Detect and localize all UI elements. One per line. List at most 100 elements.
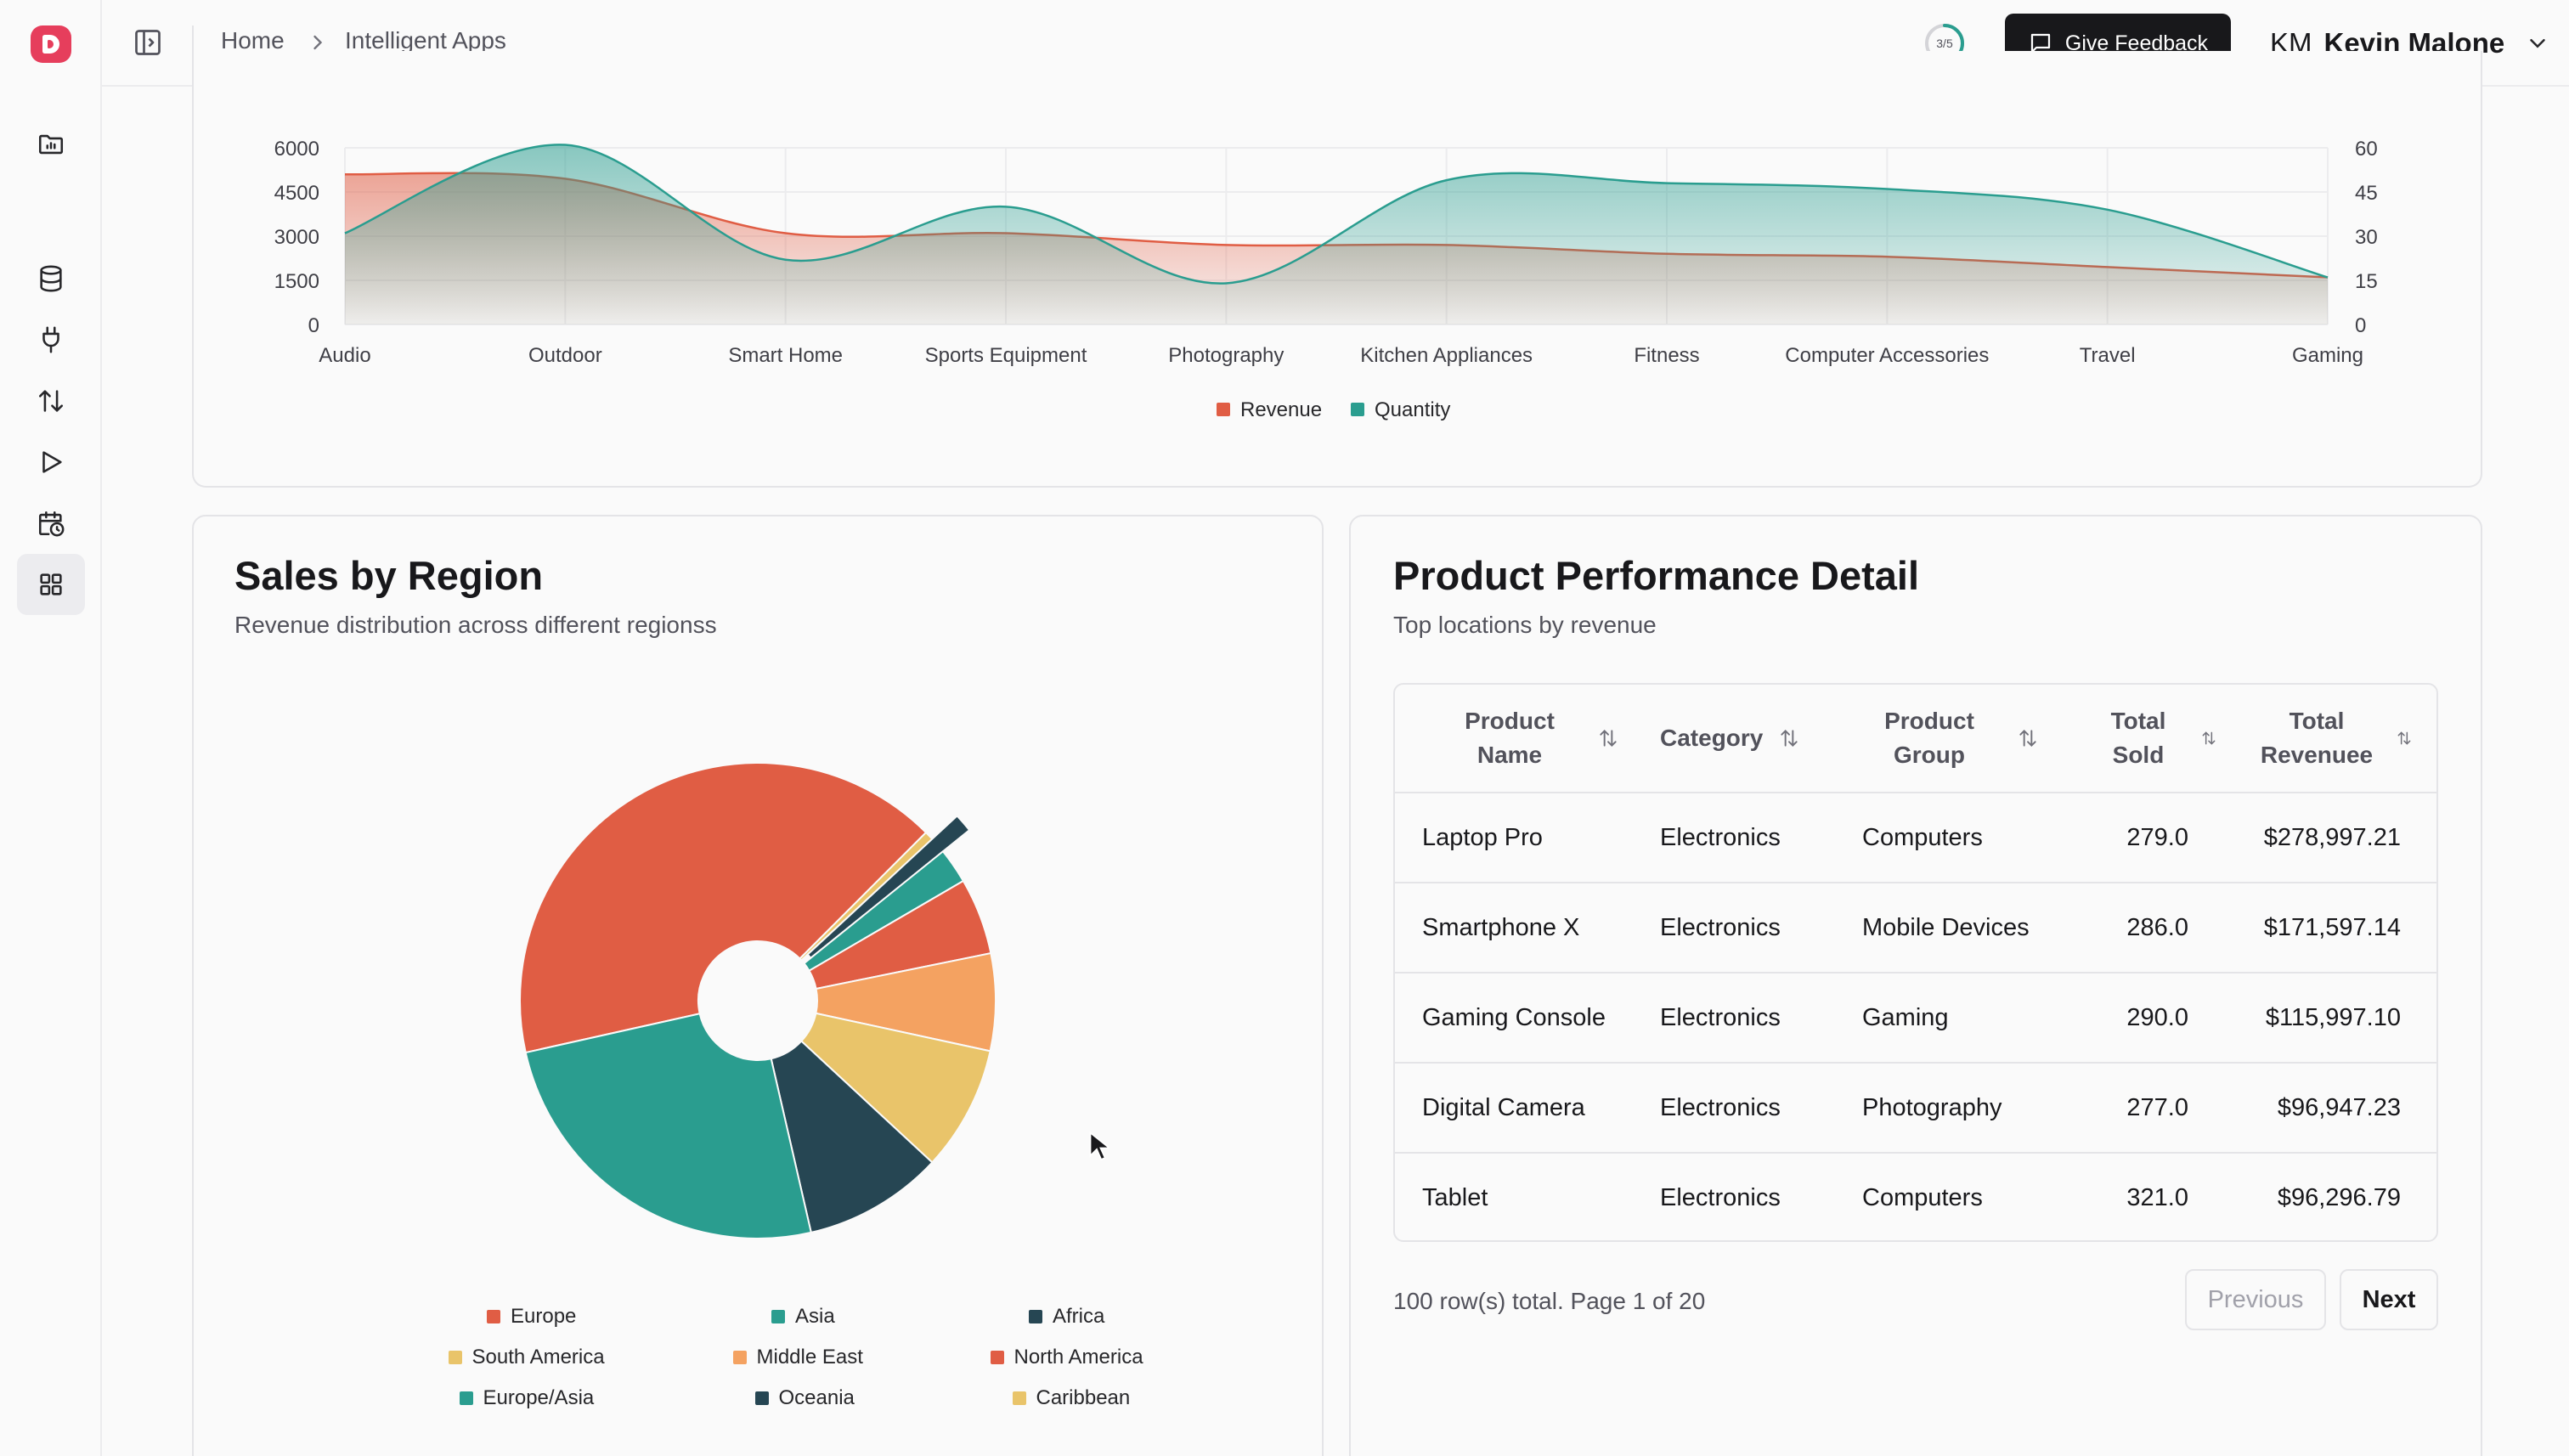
sidebar-toggle-icon[interactable]: [133, 27, 163, 58]
calendar-clock-icon[interactable]: [17, 493, 85, 554]
table-cell: $278,997.21: [2263, 824, 2401, 851]
y-tick-left: 6000: [274, 138, 319, 161]
table-cell: Computers: [1862, 1184, 1983, 1211]
pie-legend-item[interactable]: North America: [990, 1346, 1143, 1369]
table-cell: Electronics: [1660, 1094, 1781, 1121]
breadcrumb-home[interactable]: Home: [221, 27, 285, 54]
database-icon[interactable]: [17, 248, 85, 309]
pie-legend-item[interactable]: Caribbean: [1012, 1386, 1131, 1410]
legend-label: Middle East: [756, 1346, 863, 1369]
y-tick-right: 45: [2355, 182, 2378, 205]
legend-swatch: [459, 1391, 473, 1405]
table-cell: $171,597.14: [2263, 914, 2401, 941]
play-icon[interactable]: [17, 432, 85, 493]
pie-legend-item[interactable]: Europe/Asia: [459, 1386, 595, 1410]
column-header-product-name[interactable]: Product Name: [1437, 685, 1650, 792]
y-tick-right: 60: [2355, 138, 2378, 161]
pie-slice-asia: [524, 1013, 812, 1239]
header-label: Product Group: [1884, 708, 1974, 768]
y-tick-right: 15: [2355, 270, 2378, 293]
table-cell: 321.0: [2126, 1184, 2188, 1211]
table-row[interactable]: Tablet Electronics Computers 321.0 $96,296.7…: [1395, 1152, 2436, 1240]
y-tick-left: 3000: [274, 226, 319, 249]
pie-slice-middle-east: [799, 831, 934, 962]
table-row[interactable]: Laptop Pro Electronics Computers 279.0 $278,…: [1395, 792, 2436, 882]
table-cell: Electronics: [1660, 914, 1781, 941]
legend-label: South America: [471, 1346, 605, 1369]
y-tick-left: 1500: [274, 270, 319, 293]
grid-icon[interactable]: [17, 554, 85, 615]
table-cell: Electronics: [1660, 824, 1781, 851]
sales-by-region-card: Sales by Region Revenue distribution acr…: [192, 515, 1324, 1456]
table-cell: 286.0: [2126, 914, 2188, 941]
area-chart-series: [344, 144, 2329, 324]
pie-chart: [519, 762, 997, 1239]
give-feedback-label: Give Feedback: [2064, 31, 2209, 55]
pie-legend-item[interactable]: South America: [448, 1346, 605, 1369]
pie-legend-item[interactable]: Asia: [771, 1305, 835, 1329]
table-row[interactable]: Smartphone X Electronics Mobile Devices 286…: [1395, 882, 2436, 972]
pie-legend-item[interactable]: Europe: [487, 1305, 576, 1329]
x-tick-label: Photography: [1168, 344, 1284, 367]
legend-swatch: [754, 1391, 769, 1405]
product-table: Product Name Category Product Group Tota…: [1393, 683, 2438, 1242]
table-cell: $96,296.79: [2277, 1184, 2401, 1211]
arrows-up-down-icon[interactable]: [17, 370, 85, 432]
legend-swatch: [990, 1351, 1004, 1364]
folder-chart-icon[interactable]: [17, 114, 85, 175]
pie-legend-item[interactable]: Oceania: [754, 1386, 855, 1410]
legend-label: Oceania: [778, 1386, 855, 1409]
pie-legend-item[interactable]: Africa: [1029, 1305, 1104, 1329]
column-header-product-group[interactable]: Product Group: [1857, 685, 2078, 792]
sort-icon: [2202, 731, 2216, 745]
y-tick-right: 0: [2355, 314, 2366, 337]
sort-icon: [1600, 729, 1617, 748]
table-cell: $115,997.10: [2265, 1004, 2401, 1031]
pagination-text: 100 row(s) total. Page 1 of 20: [1393, 1288, 1706, 1314]
legend-swatch: [487, 1310, 500, 1323]
pie-legend-item[interactable]: Middle East: [732, 1346, 863, 1369]
sidebar: [0, 0, 102, 1456]
legend-swatch: [732, 1351, 747, 1364]
legend-label: Europe/Asia: [483, 1386, 595, 1409]
legend-label: Asia: [795, 1305, 835, 1328]
app-logo[interactable]: [31, 25, 71, 63]
card-title: Sales by Region: [234, 553, 544, 598]
x-tick-label: Kitchen Appliances: [1360, 344, 1533, 367]
header-label: Product Name: [1465, 708, 1555, 768]
pie-slice-oceania: [770, 1040, 934, 1234]
table-cell: Mobile Devices: [1862, 914, 2030, 941]
table-cell: $96,947.23: [2277, 1094, 2401, 1121]
legend-label: North America: [1013, 1346, 1143, 1369]
sort-icon: [1781, 729, 1798, 748]
legend-label: Quantity: [1375, 398, 1450, 421]
x-tick-label: Computer Accessories: [1785, 344, 1989, 367]
card-subtitle: Top locations by revenue: [1393, 612, 1657, 638]
y-tick-right: 30: [2355, 226, 2378, 249]
chevron-right-icon: [313, 35, 323, 50]
table-row[interactable]: Digital Camera Electronics Photography 277.…: [1395, 1062, 2436, 1152]
next-button[interactable]: Next: [2340, 1269, 2438, 1330]
table-cell: Photography: [1862, 1094, 2002, 1121]
x-tick-label: Sports Equipment: [925, 344, 1087, 367]
previous-button[interactable]: Previous: [2185, 1269, 2326, 1330]
legend-swatch: [771, 1310, 785, 1323]
plug-icon[interactable]: [17, 309, 85, 370]
column-header-total-sold[interactable]: Total Sold: [2092, 685, 2236, 792]
column-header-category[interactable]: Category: [1660, 685, 1847, 792]
y-tick-left: 4500: [274, 182, 319, 205]
x-tick-label: Audio: [319, 344, 370, 367]
column-header-total-revenue[interactable]: Total Revenuee: [2253, 685, 2436, 792]
message-square-icon: [2030, 33, 2051, 54]
legend-swatch: [448, 1351, 462, 1364]
sort-icon: [2019, 729, 2036, 748]
legend-label: Caribbean: [1036, 1386, 1131, 1409]
table-row[interactable]: Gaming Console Electronics Gaming 290.0 $115…: [1395, 972, 2436, 1062]
x-tick-label: Smart Home: [728, 344, 843, 367]
mouse-cursor-icon: [1089, 1132, 1109, 1161]
legend-swatch: [1029, 1310, 1042, 1323]
pie-slice-europe: [519, 762, 928, 1054]
legend-label: Africa: [1053, 1305, 1105, 1328]
